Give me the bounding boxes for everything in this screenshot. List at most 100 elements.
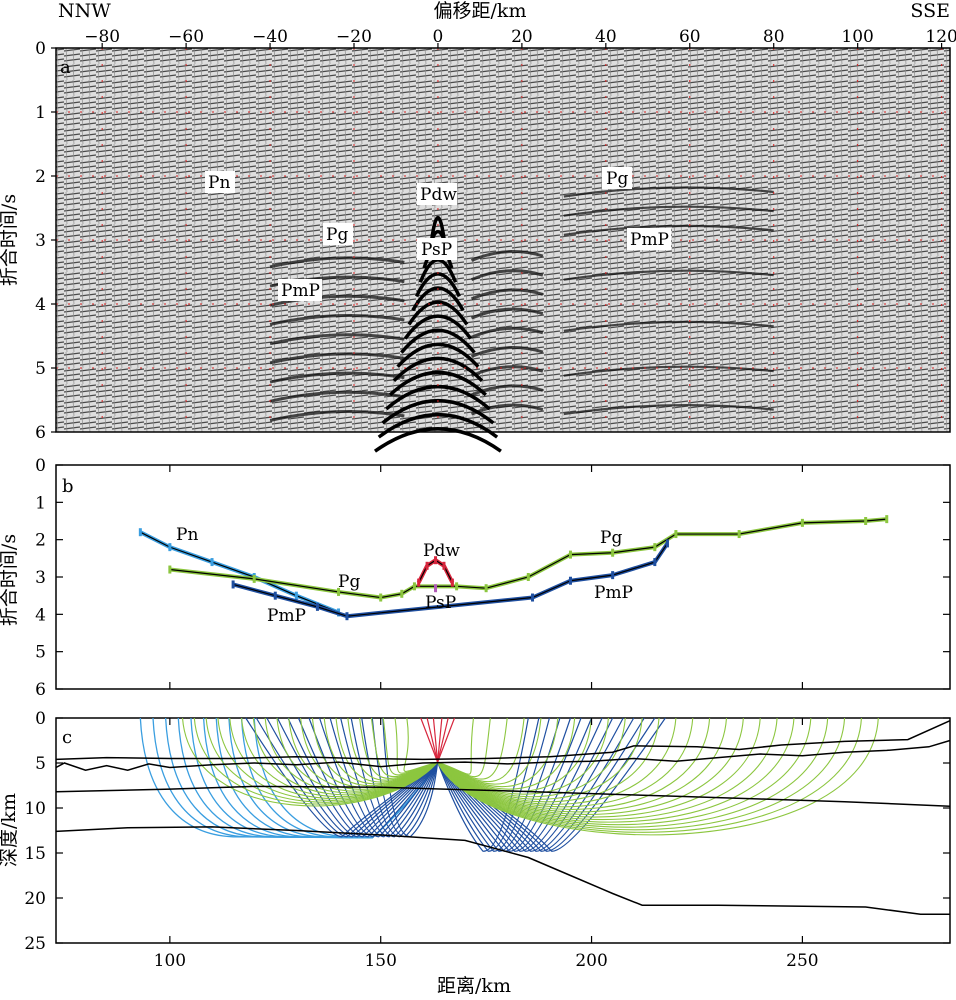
seismic-wavelet	[269, 371, 405, 384]
seismic-wavelet	[563, 224, 774, 236]
ray-pmp	[318, 717, 439, 838]
ray-paths	[139, 717, 879, 852]
ray-pdw	[437, 717, 443, 763]
pick-point	[611, 548, 615, 557]
x-tick-label: −60	[168, 27, 204, 47]
pick-point	[665, 539, 669, 548]
seismic-wavelet	[269, 333, 405, 346]
ray-pg	[437, 717, 643, 800]
seismic-section	[56, 48, 950, 432]
pick-point	[864, 517, 868, 525]
pick-point	[442, 561, 446, 570]
ray-pg	[394, 717, 438, 774]
seismic-wavelet	[269, 256, 405, 269]
seismic-wavelet	[470, 346, 544, 358]
pick-point	[273, 591, 277, 600]
x-tick-label: 0	[433, 27, 444, 47]
ray-pdw	[426, 717, 439, 763]
seismic-wavelet	[470, 269, 544, 282]
y-tick-label: 1	[35, 103, 46, 123]
velocity-interfaces	[55, 720, 951, 915]
x-tick-label: −80	[84, 27, 120, 47]
pick-point	[231, 580, 235, 589]
seismic-wavelet	[563, 269, 774, 281]
ray-pg	[437, 717, 542, 785]
panel-letter-b: b	[62, 476, 74, 497]
pick-point	[412, 582, 416, 591]
x-tick-label: −40	[252, 27, 288, 47]
panel-a-ylabel: 折合时间/s	[0, 194, 20, 286]
x-tick-label: 80	[763, 27, 785, 47]
y-tick-label: 4	[35, 295, 46, 315]
direct-wave-arc	[392, 356, 484, 383]
direct-wave-arc	[396, 342, 480, 368]
ray-pg	[437, 717, 660, 803]
ray-pg	[437, 717, 846, 831]
seismic-wavelet	[563, 365, 774, 377]
ray-pg	[437, 717, 829, 828]
y-tick-label: 6	[35, 423, 46, 443]
x-tick-label: 60	[679, 27, 701, 47]
pick-point	[400, 589, 404, 598]
ray-pg	[437, 717, 812, 826]
ray-pmp	[437, 717, 603, 852]
y-tick-label: 15	[24, 844, 46, 864]
ray-pmp	[350, 717, 439, 838]
panel-c-ylabel: 深度/km	[0, 793, 20, 867]
seismic-wavelet	[563, 403, 774, 416]
pick-point	[653, 543, 657, 552]
label-psp: PsP	[425, 593, 456, 613]
ray-pg	[437, 717, 525, 783]
y-tick-label: 25	[24, 934, 46, 954]
panel-b-ylabel: 折合时间/s	[0, 534, 20, 626]
ray-pdw	[432, 717, 439, 763]
phase-labels-a: Pn Pdw Pg PsP Pg PmP PmP	[205, 167, 671, 301]
panel-c-frame	[55, 717, 951, 944]
seismic-wavelet	[269, 409, 405, 422]
ray-pg	[437, 717, 728, 813]
label-pg: Pg	[338, 572, 360, 592]
ray-pmp	[255, 717, 439, 838]
pick-point	[168, 565, 172, 574]
direct-wave-arc	[373, 427, 502, 453]
y-tick-label: 2	[35, 167, 46, 187]
direct-wave-arc	[407, 300, 469, 326]
y-tick-label: 1	[35, 493, 46, 513]
label-pdw: Pdw	[423, 541, 460, 561]
pick-point	[425, 561, 429, 570]
ray-pg	[437, 717, 491, 778]
pick-point	[737, 530, 741, 539]
interface-line	[55, 739, 951, 771]
pick-point	[345, 612, 349, 621]
seismic-wavelet	[563, 205, 774, 217]
y-tick-label: 0	[35, 456, 46, 476]
label-pn: Pn	[176, 525, 198, 545]
y-tick-label: 20	[24, 889, 46, 909]
ray-pdw	[437, 717, 456, 763]
panel-a-title: 偏移距/km	[434, 0, 527, 22]
interface-line	[55, 785, 951, 807]
y-tick-label: 5	[35, 754, 46, 774]
y-tick-label: 0	[35, 39, 46, 59]
ray-pg	[437, 717, 879, 836]
x-tick-label: 150	[364, 951, 396, 971]
pick-point	[568, 550, 572, 559]
ray-pg	[437, 717, 609, 795]
calculated-travel-time	[140, 531, 339, 614]
label-pdw: Pdw	[420, 185, 457, 205]
pick-point	[210, 558, 214, 567]
seismic-wavelet	[269, 352, 405, 365]
pick-point	[450, 578, 454, 587]
phase-labels-b: Pn Pdw Pg PsP Pg PmP PmP	[176, 525, 633, 626]
panel-b: 0 1 2 3 4 5 6 b 折合时间/s Pn Pdw Pg PsP Pg PmP Pm…	[0, 456, 951, 700]
panel-b-frame	[55, 464, 951, 690]
label-pmp: PmP	[594, 583, 633, 603]
ray-pg	[437, 717, 862, 833]
direct-wave-arc	[429, 216, 446, 241]
label-pmp: PmP	[281, 281, 320, 301]
ray-pdw	[437, 717, 449, 763]
seismic-wavelet	[563, 320, 774, 332]
pick-point	[531, 593, 535, 602]
label-pg: Pg	[606, 169, 628, 189]
ray-pg	[437, 717, 694, 808]
